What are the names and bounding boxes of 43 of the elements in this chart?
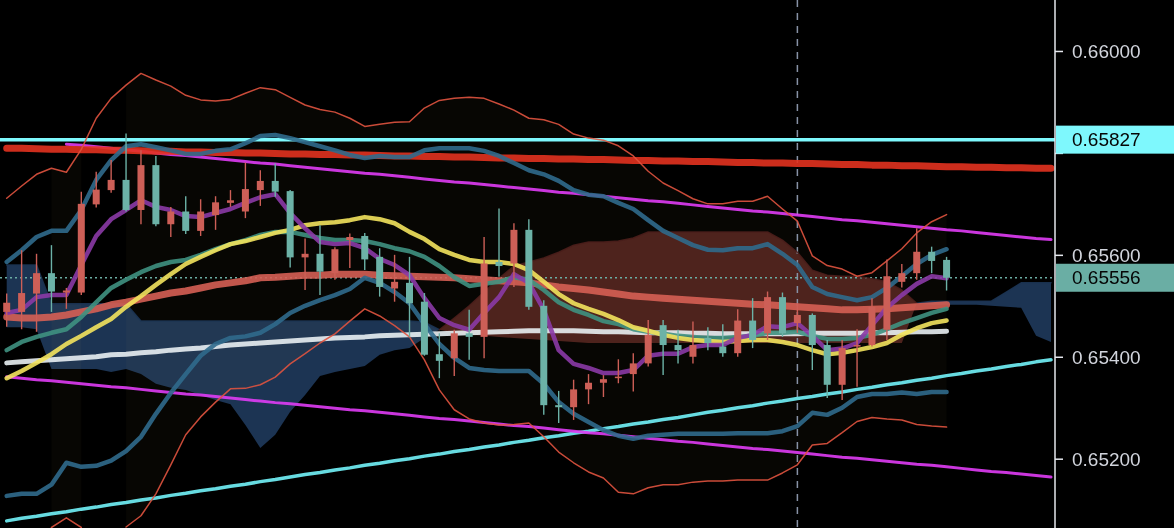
y-tick-label: 0.65600 — [1072, 244, 1141, 266]
y-tick-label: 0.66000 — [1072, 40, 1141, 62]
candlestick — [167, 206, 175, 238]
candlestick — [107, 159, 115, 194]
candlestick — [599, 374, 607, 398]
candlestick — [570, 378, 578, 421]
candlestick — [749, 297, 757, 349]
line-series — [5, 375, 1053, 479]
ref-line-label: 0.65556 — [1072, 267, 1141, 289]
ref-line-label: 0.65827 — [1072, 129, 1141, 151]
candlestick — [182, 195, 190, 235]
candlestick — [92, 171, 100, 209]
line-series — [4, 132, 949, 303]
candlestick — [435, 332, 443, 379]
y-tick-label: 0.65400 — [1072, 346, 1141, 368]
candlestick — [346, 232, 354, 269]
candlestick — [256, 169, 264, 207]
candlestick — [62, 287, 70, 310]
candlestick — [212, 195, 220, 231]
line-series — [5, 72, 948, 277]
candlestick — [406, 256, 413, 338]
candlestick — [197, 198, 205, 237]
candlestick — [465, 309, 473, 361]
candlestick — [585, 373, 593, 405]
candlestick — [629, 352, 637, 393]
candlestick — [316, 224, 324, 296]
candlestick — [241, 161, 249, 219]
candlestick — [271, 162, 279, 198]
candlestick — [928, 245, 936, 274]
candlestick — [495, 207, 503, 278]
line-series — [4, 275, 949, 499]
line-series — [4, 358, 1053, 523]
candlestick — [719, 323, 727, 358]
candlestick — [674, 329, 682, 365]
candlestick — [853, 328, 861, 388]
candlestick — [659, 319, 667, 376]
candlestick — [361, 232, 369, 271]
candlestick — [704, 326, 712, 351]
candlestick — [913, 227, 921, 281]
candlestick — [555, 390, 563, 424]
y-tick-label: 0.65200 — [1072, 448, 1141, 470]
candlestick — [689, 320, 697, 365]
candlestick — [898, 263, 906, 289]
